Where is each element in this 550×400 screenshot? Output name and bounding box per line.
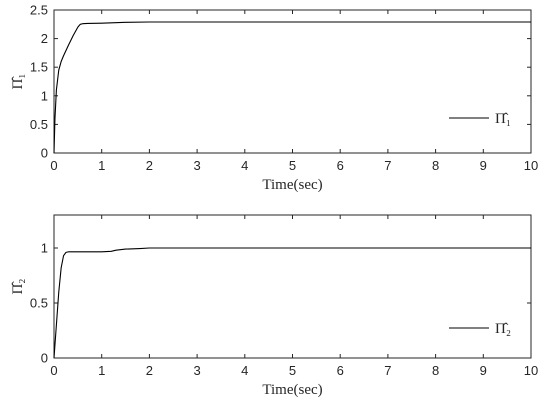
x-tick-label: 3	[193, 158, 200, 173]
x-tick-label: 2	[146, 158, 153, 173]
x-tick-label: 5	[289, 363, 296, 378]
x-tick-label: 2	[146, 363, 153, 378]
y-tick-label: 1.5	[30, 60, 48, 75]
x-tick-label: 8	[432, 158, 439, 173]
y-tick-label: 0.5	[30, 117, 48, 132]
x-tick-label: 10	[524, 363, 538, 378]
x-tick-label: 10	[524, 158, 538, 173]
x-tick-label: 0	[50, 363, 57, 378]
x-tick-label: 6	[337, 158, 344, 173]
x-axis-label: Time(sec)	[262, 382, 322, 398]
y-tick-label: 0	[41, 146, 48, 161]
x-tick-label: 9	[480, 363, 487, 378]
x-tick-label: 7	[384, 363, 391, 378]
x-tick-label: 1	[98, 158, 105, 173]
x-tick-label: 4	[241, 363, 248, 378]
x-tick-label: 4	[241, 158, 248, 173]
x-tick-label: 9	[480, 158, 487, 173]
x-tick-label: 1	[98, 363, 105, 378]
axes-frame-1	[53, 9, 532, 154]
x-tick-label: 6	[337, 363, 344, 378]
x-tick-label: 8	[432, 363, 439, 378]
y-tick-label: 0	[41, 351, 48, 366]
legend-2: Π̂₂	[449, 321, 511, 337]
y-tick-label: 2.5	[30, 3, 48, 18]
x-tick-label: 3	[193, 363, 200, 378]
series-line-2-1	[53, 247, 531, 359]
axes-frame-2	[53, 214, 532, 359]
legend-1: Π̂₁	[449, 111, 511, 127]
subplot-2: 0 1 2 3 4 5 6 7 8 9 10 0 0.5 1 Time(sec) Π̂₂ Π̂₂	[10, 214, 538, 398]
x-tick-label: 5	[289, 158, 296, 173]
y-axis-label: Π̂₂	[10, 278, 26, 294]
x-tick-label: 0	[50, 158, 57, 173]
y-tick-label: 0.5	[30, 296, 48, 311]
x-axis-label: Time(sec)	[262, 177, 322, 193]
series-line-1-1	[53, 21, 531, 154]
y-tick-label: 1	[41, 88, 48, 103]
x-tick-label: 7	[384, 158, 391, 173]
y-tick-label: 2	[41, 31, 48, 46]
y-axis-label: Π̂₁	[10, 73, 26, 89]
subplot-1: 0 1 2 3 4 5 6 7 8 9 10 0 0.5 1 1.5 2 2.5 Time(sec) Π̂₁ Π̂₁	[10, 3, 538, 194]
legend-label: Π̂₁	[495, 111, 511, 127]
y-tick-label: 1	[41, 241, 48, 256]
legend-label: Π̂₂	[495, 321, 511, 337]
